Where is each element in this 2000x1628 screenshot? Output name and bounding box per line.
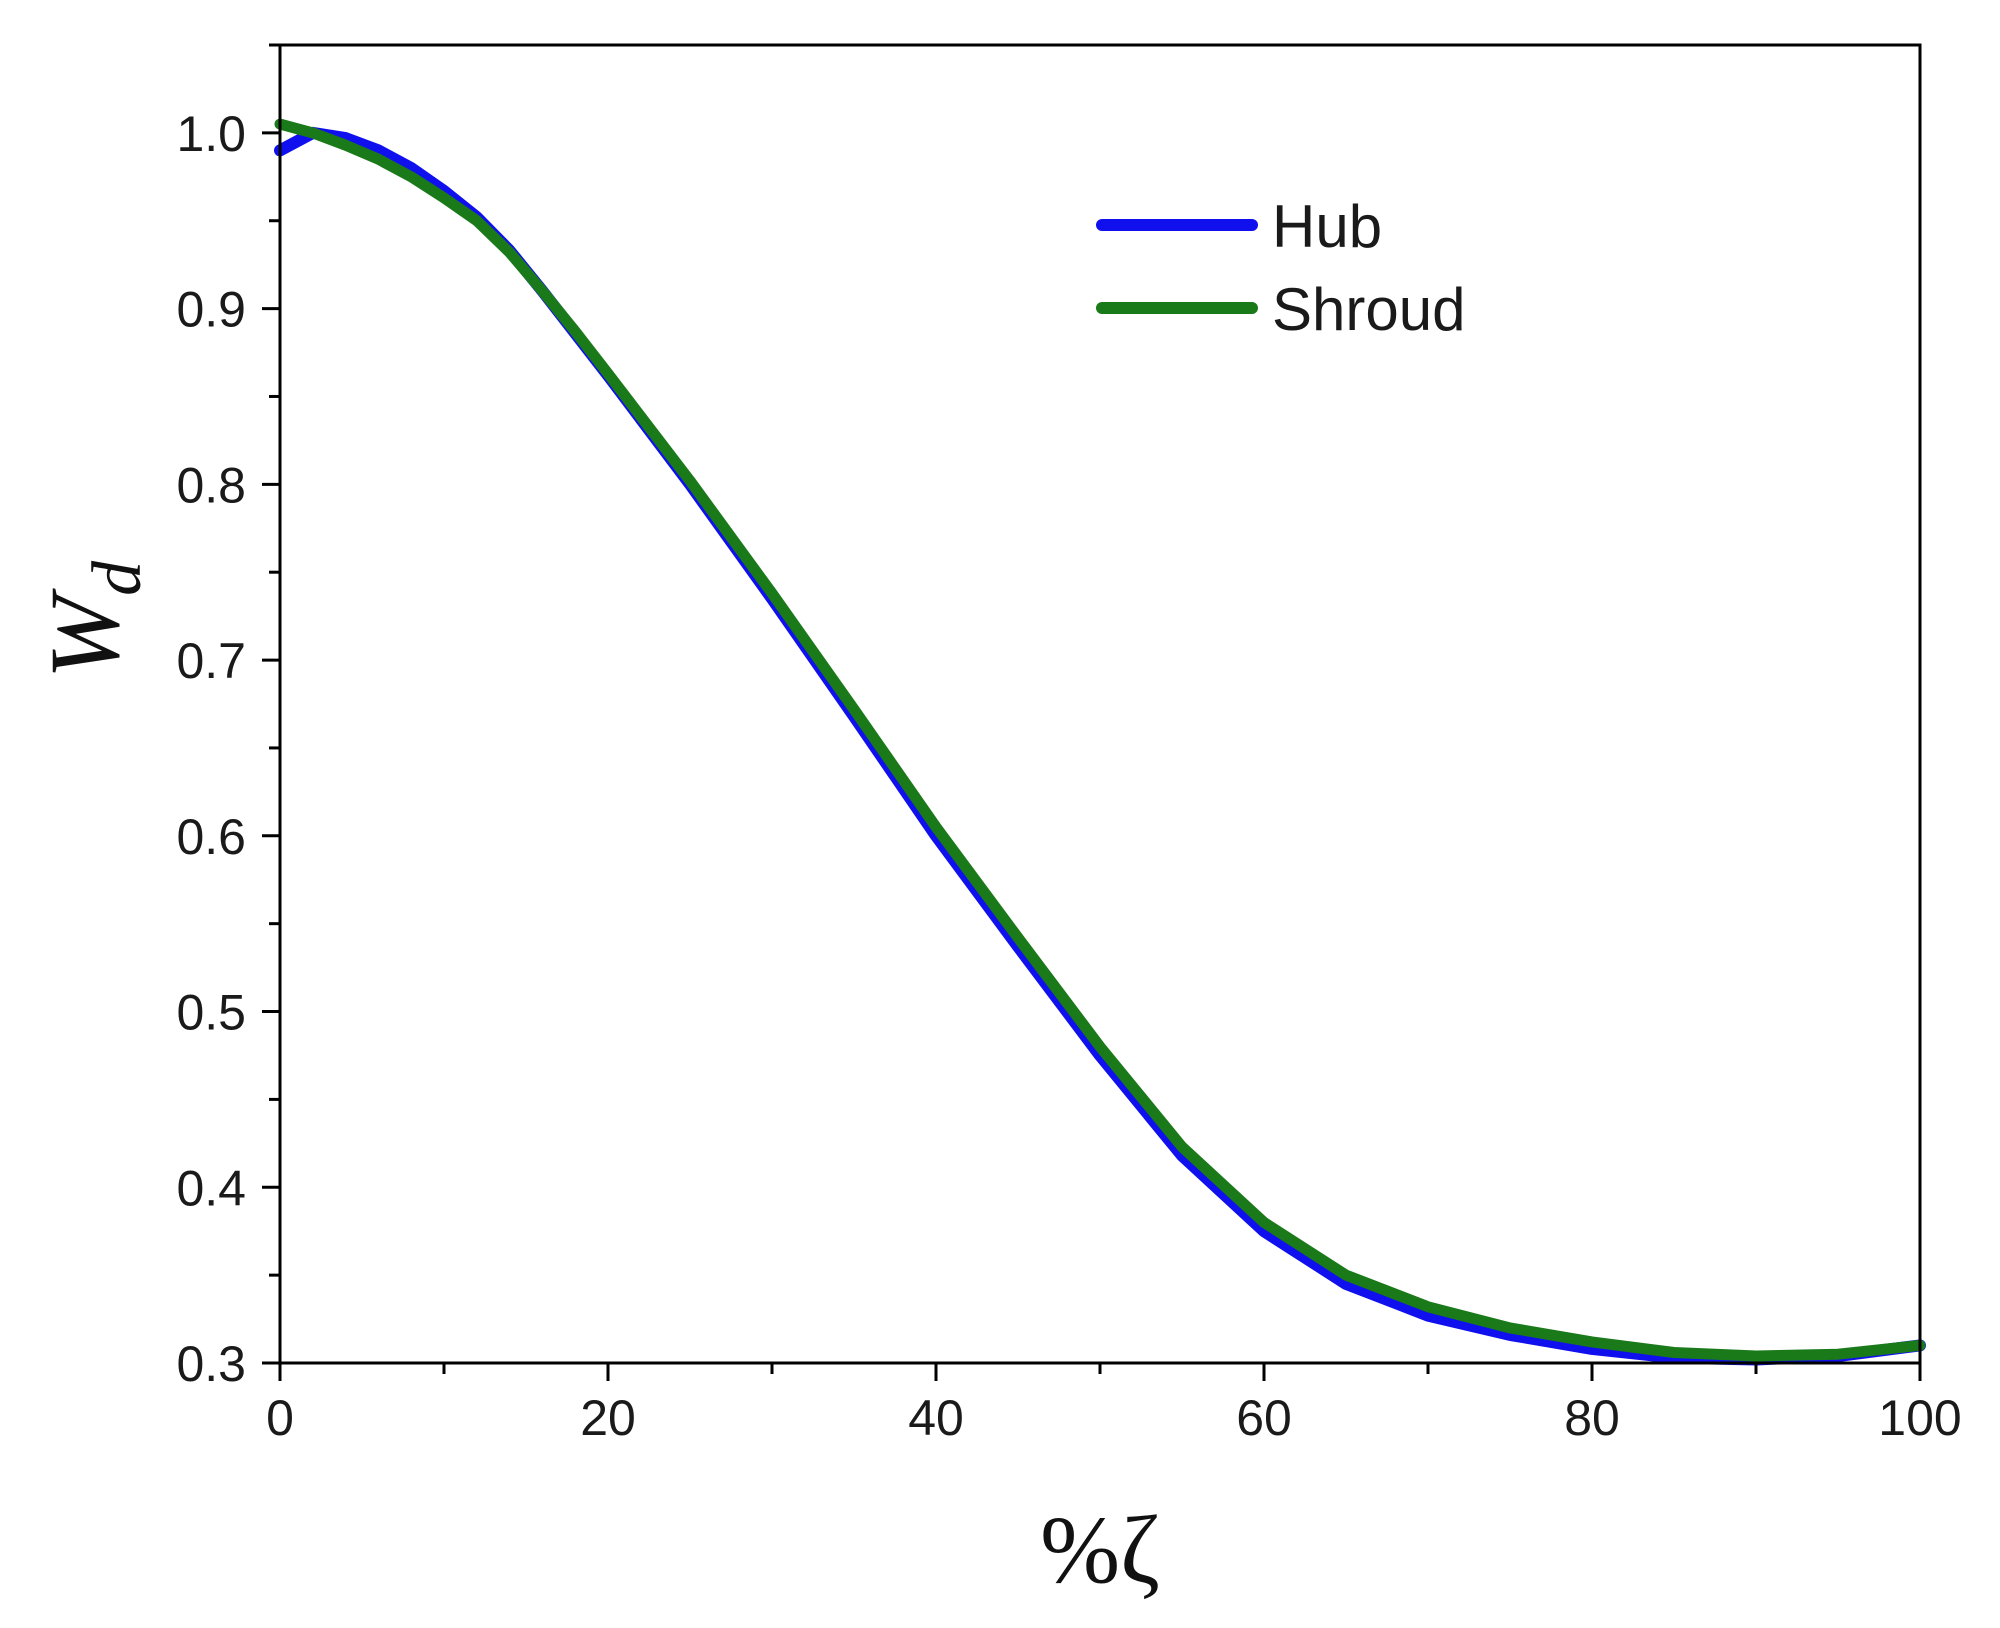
series-line-shroud	[274, 118, 1926, 1362]
legend-label-hub: Hub	[1272, 193, 1382, 260]
x-axis: 0 20 40 60 80 100	[266, 1363, 1962, 1446]
y-tick-label: 1.0	[176, 106, 246, 162]
y-tick-label: 0.3	[176, 1336, 246, 1392]
legend: Hub Shroud	[1096, 193, 1465, 343]
y-tick-label: 0.7	[176, 633, 246, 689]
svg-text:Wd: Wd	[29, 560, 156, 679]
y-tick-label: 0.9	[176, 282, 246, 338]
series-layer	[274, 118, 1926, 1366]
y-tick-label: 0.4	[176, 1160, 246, 1216]
x-tick-label: 100	[1878, 1390, 1961, 1446]
x-tick-label: 20	[580, 1390, 636, 1446]
y-axis-title: Wd	[29, 560, 156, 679]
y-axis-title-subscript: d	[79, 560, 156, 596]
y-tick-label: 0.8	[176, 457, 246, 513]
x-tick-label: 0	[266, 1390, 294, 1446]
y-axis: 0.3 0.4 0.5 0.6 0.7 0.8 0.9 1.0	[176, 43, 280, 1392]
x-tick-label: 80	[1564, 1390, 1620, 1446]
legend-label-shroud: Shroud	[1272, 276, 1465, 343]
x-tick-label: 40	[908, 1390, 964, 1446]
y-tick-label: 0.5	[176, 985, 246, 1041]
y-tick-label: 0.6	[176, 809, 246, 865]
x-tick-label: 60	[1236, 1390, 1292, 1446]
x-axis-title: %ζ	[1040, 1496, 1160, 1603]
y-axis-title-main: W	[29, 588, 140, 679]
